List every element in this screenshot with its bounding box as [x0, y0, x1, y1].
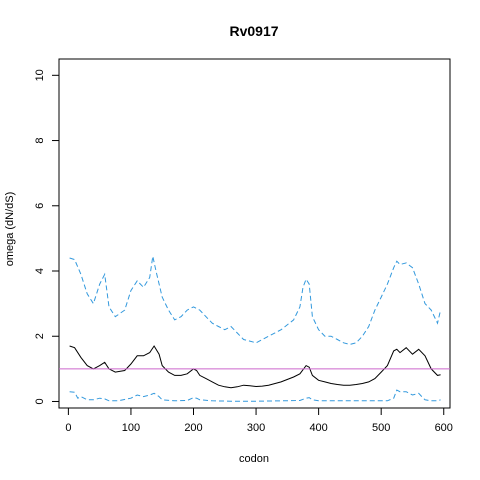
y-tick-label: 8	[34, 137, 46, 143]
series-line-estimate	[69, 345, 441, 389]
series-layer	[69, 256, 442, 402]
y-axis-label: omega (dN/dS)	[4, 192, 16, 267]
x-tick-label: 500	[372, 422, 390, 434]
x-tick-label: 100	[122, 422, 140, 434]
series-line-lower-bound	[69, 389, 441, 402]
x-tick-label: 300	[247, 422, 265, 434]
y-tick-label: 2	[34, 333, 46, 339]
y-tick-label: 0	[34, 398, 46, 404]
y-tick-label: 4	[34, 268, 46, 274]
y-tick-label: 6	[34, 203, 46, 209]
y-tick-label: 10	[34, 69, 46, 81]
x-tick-label: 600	[435, 422, 453, 434]
x-tick-label: 200	[184, 422, 202, 434]
x-axis: 0 100 200 300 400 500 600	[65, 407, 453, 434]
x-tick-label: 400	[309, 422, 327, 434]
series-line-upper-bound	[69, 256, 442, 345]
x-axis-label: codon	[239, 453, 269, 465]
y-axis: 0 2 4 6 8 10	[34, 69, 60, 405]
chart-title: Rv0917	[229, 23, 278, 39]
x-tick-label: 0	[65, 422, 71, 434]
